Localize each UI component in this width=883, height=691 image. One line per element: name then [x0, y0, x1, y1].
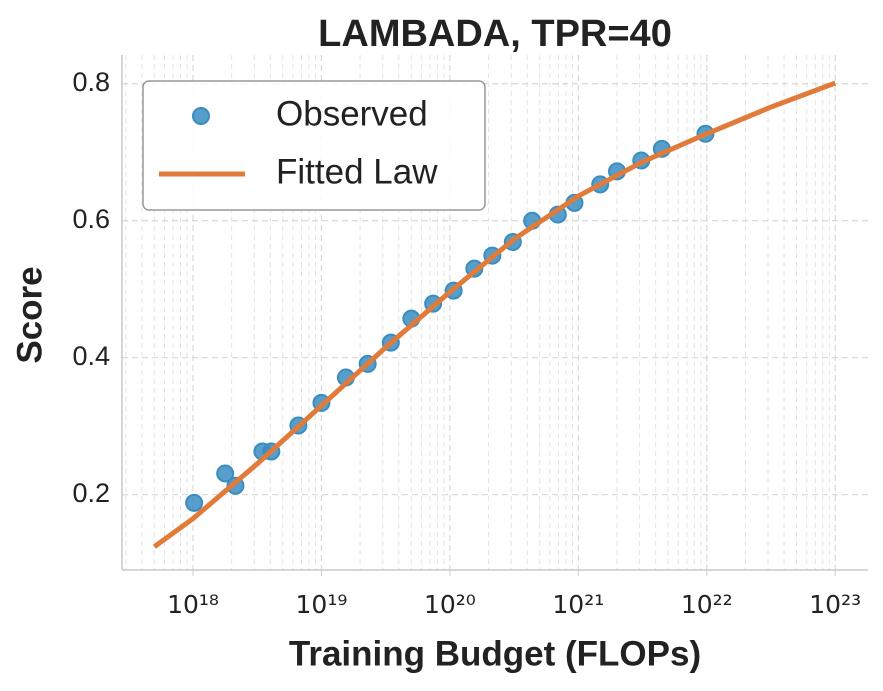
- x-tick-label: 10²²: [681, 590, 733, 619]
- x-axis-label: Training Budget (FLOPs): [289, 634, 701, 673]
- x-tick-label: 10²⁰: [424, 590, 476, 619]
- y-tick-label: 0.4: [72, 341, 110, 371]
- chart-title: LAMBADA, TPR=40: [318, 13, 672, 55]
- legend-marker: [192, 107, 210, 125]
- x-tick-label: 10¹⁹: [296, 590, 348, 619]
- fitted-line: [152, 80, 837, 549]
- y-tick-label: 0.6: [72, 204, 110, 234]
- data-point: [185, 493, 204, 512]
- legend-label: Fitted Law: [276, 152, 438, 191]
- x-tick-label: 10²³: [809, 590, 861, 619]
- y-axis-label: Score: [10, 266, 49, 363]
- y-tick-label: 0.2: [72, 478, 110, 508]
- data-point: [216, 464, 235, 483]
- legend: Observed Fitted Law: [142, 80, 486, 211]
- x-tick-label: 10²¹: [552, 590, 604, 619]
- x-tick-label: 10¹⁸: [167, 590, 219, 619]
- legend-box: [142, 80, 486, 211]
- legend-label: Observed: [276, 94, 428, 133]
- y-tick-label: 0.8: [72, 67, 110, 97]
